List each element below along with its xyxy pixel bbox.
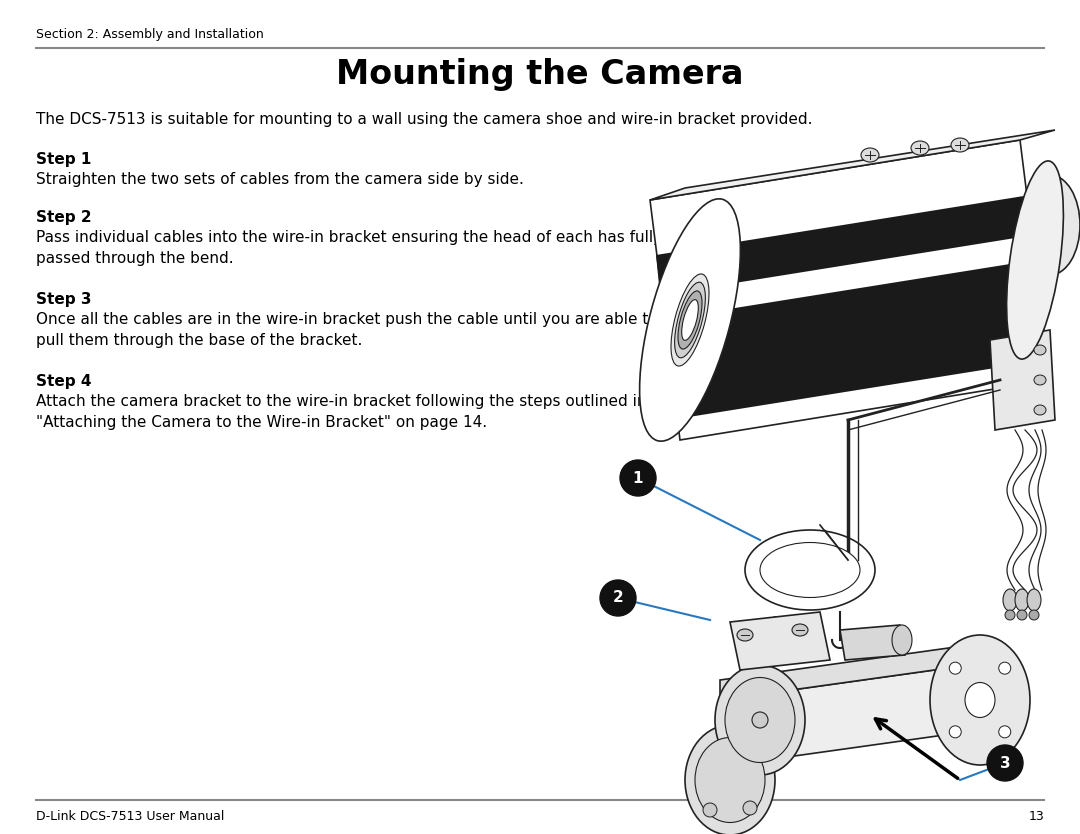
Ellipse shape	[671, 274, 708, 366]
Ellipse shape	[951, 138, 969, 152]
Circle shape	[600, 580, 636, 616]
Polygon shape	[650, 140, 1050, 440]
Text: 13: 13	[1028, 810, 1044, 823]
Circle shape	[752, 712, 768, 728]
Circle shape	[620, 460, 656, 496]
Ellipse shape	[715, 665, 805, 775]
Polygon shape	[720, 665, 980, 765]
Text: Straighten the two sets of cables from the camera side by side.: Straighten the two sets of cables from t…	[36, 172, 524, 187]
Ellipse shape	[930, 635, 1030, 765]
Text: Once all the cables are in the wire-in bracket push the cable until you are able: Once all the cables are in the wire-in b…	[36, 312, 658, 348]
Ellipse shape	[1034, 345, 1047, 355]
Text: Step 4: Step 4	[36, 374, 92, 389]
Ellipse shape	[737, 629, 753, 641]
Ellipse shape	[681, 299, 699, 340]
Ellipse shape	[760, 542, 860, 597]
Text: Pass individual cables into the wire-in bracket ensuring the head of each has fu: Pass individual cables into the wire-in …	[36, 230, 662, 266]
Text: 2: 2	[612, 590, 623, 605]
Circle shape	[949, 662, 961, 674]
Ellipse shape	[1027, 589, 1041, 611]
Ellipse shape	[1034, 375, 1047, 385]
Polygon shape	[660, 260, 1045, 420]
Ellipse shape	[1029, 610, 1039, 620]
Polygon shape	[840, 625, 905, 660]
Polygon shape	[656, 195, 1034, 295]
Text: Section 2: Assembly and Installation: Section 2: Assembly and Installation	[36, 28, 264, 41]
Text: Step 1: Step 1	[36, 152, 92, 167]
Text: Attach the camera bracket to the wire-in bracket following the steps outlined in: Attach the camera bracket to the wire-in…	[36, 394, 647, 430]
Ellipse shape	[861, 148, 879, 162]
Text: Step 2: Step 2	[36, 210, 92, 225]
Circle shape	[703, 803, 717, 817]
Ellipse shape	[966, 682, 995, 717]
Ellipse shape	[678, 291, 702, 349]
Ellipse shape	[1015, 589, 1029, 611]
Text: 1: 1	[633, 470, 644, 485]
Circle shape	[743, 801, 757, 815]
Ellipse shape	[685, 725, 775, 834]
Ellipse shape	[1007, 161, 1064, 359]
Circle shape	[949, 726, 961, 738]
Circle shape	[987, 745, 1023, 781]
Text: Step 3: Step 3	[36, 292, 92, 307]
Polygon shape	[720, 645, 970, 700]
Ellipse shape	[1003, 589, 1017, 611]
Ellipse shape	[1017, 610, 1027, 620]
Polygon shape	[990, 330, 1055, 430]
Text: Mounting the Camera: Mounting the Camera	[336, 58, 744, 91]
Ellipse shape	[639, 198, 741, 441]
Ellipse shape	[1005, 610, 1015, 620]
Ellipse shape	[792, 624, 808, 636]
Ellipse shape	[696, 737, 765, 822]
Ellipse shape	[1034, 405, 1047, 415]
Ellipse shape	[912, 141, 929, 155]
Ellipse shape	[675, 282, 705, 358]
Polygon shape	[730, 612, 831, 670]
Ellipse shape	[725, 677, 795, 762]
Circle shape	[999, 662, 1011, 674]
Ellipse shape	[892, 625, 912, 655]
Text: 3: 3	[1000, 756, 1010, 771]
Ellipse shape	[1020, 175, 1080, 275]
Text: D-Link DCS-7513 User Manual: D-Link DCS-7513 User Manual	[36, 810, 225, 823]
Ellipse shape	[745, 530, 875, 610]
Text: The DCS-7513 is suitable for mounting to a wall using the camera shoe and wire-i: The DCS-7513 is suitable for mounting to…	[36, 112, 812, 127]
Circle shape	[999, 726, 1011, 738]
Polygon shape	[650, 130, 1055, 200]
